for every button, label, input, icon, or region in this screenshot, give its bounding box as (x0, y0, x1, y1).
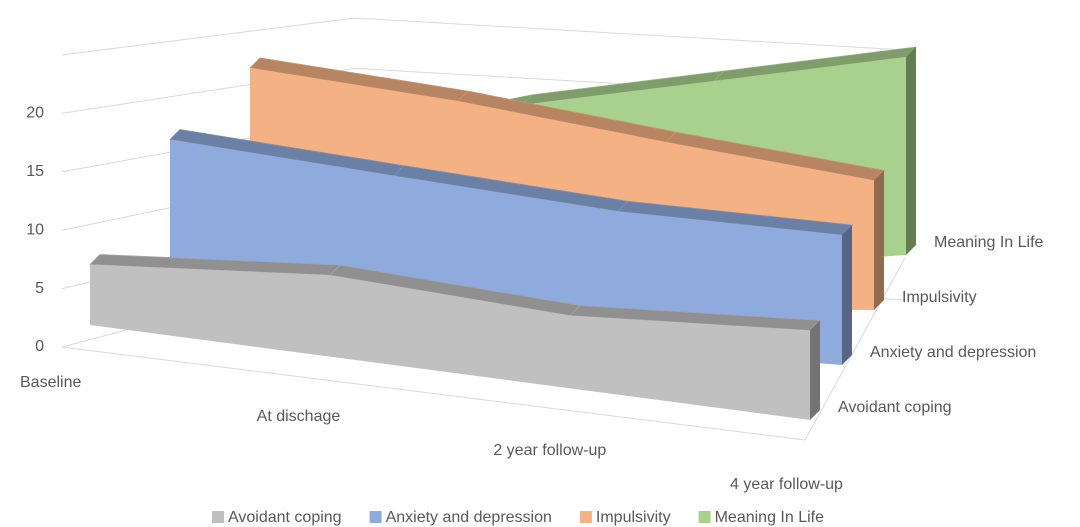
legend-swatch (369, 511, 382, 523)
legend-label: Meaning In Life (715, 509, 825, 526)
y-tick-label: 10 (26, 221, 44, 238)
legend-swatch (698, 511, 711, 523)
legend: Avoidant coping Anxiety and depression Imp… (212, 509, 824, 526)
y-tick-label: 15 (26, 163, 44, 180)
y-tick-label: 5 (35, 280, 44, 297)
legend-label: Avoidant coping (228, 509, 342, 526)
side-face (810, 320, 820, 420)
legend-label: Anxiety and depression (386, 509, 552, 526)
side-face (906, 47, 916, 255)
x-tick-label: 4 year follow-up (730, 476, 843, 493)
depth-label: Meaning In Life (934, 234, 1044, 251)
depth-label: Anxiety and depression (870, 344, 1036, 361)
side-face (874, 170, 884, 310)
x-tick-label: At dischage (257, 408, 341, 425)
x-tick-label: Baseline (20, 374, 81, 391)
legend-swatch (212, 511, 224, 523)
grid-line (61, 17, 906, 56)
series (89, 254, 821, 420)
side-face (842, 225, 852, 365)
legend-label: Impulsivity (596, 509, 671, 526)
floor-edge (61, 257, 906, 441)
legend-swatch (579, 511, 592, 523)
y-tick-label: 0 (35, 338, 44, 355)
y-tick-label: 20 (26, 105, 44, 122)
x-tick-label: 2 year follow-up (493, 442, 606, 459)
area (90, 264, 810, 420)
depth-label: Avoidant coping (838, 399, 952, 416)
depth-label: Impulsivity (902, 289, 977, 306)
